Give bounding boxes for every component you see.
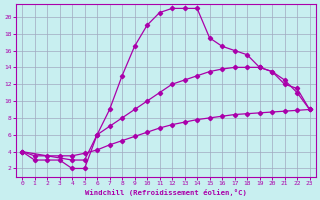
X-axis label: Windchill (Refroidissement éolien,°C): Windchill (Refroidissement éolien,°C) [85, 189, 247, 196]
